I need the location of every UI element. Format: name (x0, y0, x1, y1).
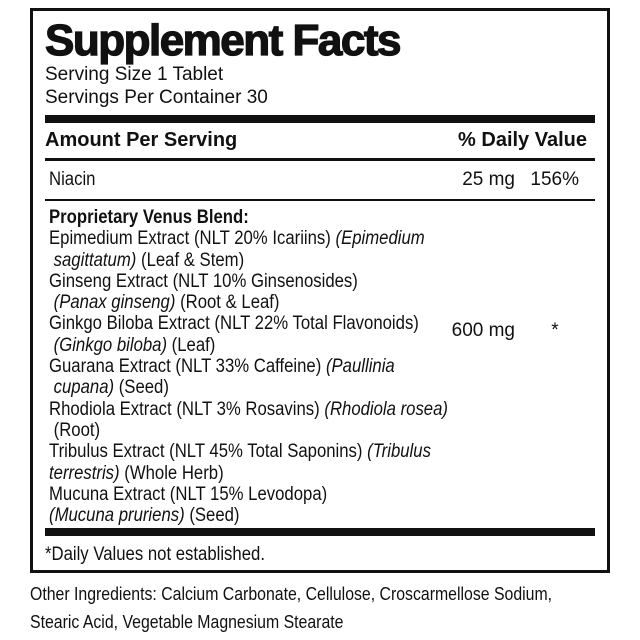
divider-thick-top (45, 115, 595, 123)
blend-ingredient-line: Ginkgo Biloba Extract (NLT 22% Total Fla… (49, 313, 419, 335)
serving-size-text: Serving Size 1 Tablet (45, 64, 224, 85)
blend-ingredient-line: Mucuna Extract (NLT 15% Levodopa) (49, 483, 328, 505)
blend-daily-value: * (551, 320, 559, 341)
blend-ingredient-line: Tribulus Extract (NLT 45% Total Saponins… (49, 441, 431, 463)
blend-text-block: Proprietary Venus Blend: Epimedium Extra… (49, 207, 529, 526)
blend-ingredient-line: (Mucuna pruriens) (Seed) (49, 505, 240, 527)
panel-title: Supplement Facts (44, 16, 402, 65)
divider-thick-bottom (45, 528, 595, 537)
nutrient-daily-value: 156% (530, 169, 579, 190)
blend-ingredient-line: Epimedium Extract (NLT 20% Icariins) (Ep… (49, 228, 425, 250)
blend-ingredient-line: (Panax ginseng) (Root & Leaf) (53, 292, 280, 314)
blend-ingredient-lines: Epimedium Extract (NLT 20% Icariins) (Ep… (49, 228, 529, 526)
blend-ingredient-line: terrestris) (Whole Herb) (49, 462, 224, 484)
daily-value-header: % Daily Value (458, 129, 587, 151)
daily-value-footnote: *Daily Values not established. (45, 544, 265, 566)
proprietary-blend-row: Proprietary Venus Blend: Epimedium Extra… (45, 201, 595, 528)
column-header-row: Amount Per Serving % Daily Value (45, 123, 595, 161)
blend-ingredient-line: sagittatum) (Leaf & Stem) (53, 249, 245, 271)
nutrient-amount: 25 mg (462, 169, 515, 190)
blend-ingredient-line: cupana) (Seed) (53, 377, 169, 399)
supplement-facts-panel: Supplement Facts Serving Size 1 Tablet S… (30, 8, 610, 573)
blend-ingredient-line: (Root) (49, 419, 101, 441)
blend-ingredient-line: Guarana Extract (NLT 33% Caffeine) (Paul… (49, 356, 395, 378)
other-ingredients-line: Other Ingredients: Calcium Carbonate, Ce… (30, 584, 553, 604)
blend-ingredient-line: Rhodiola Extract (NLT 3% Rosavins) (Rhod… (49, 398, 448, 420)
blend-ingredient-line: (Ginkgo biloba) (Leaf) (53, 334, 216, 356)
other-ingredients-text: Other Ingredients: Calcium Carbonate, Ce… (30, 580, 552, 636)
amount-per-serving-header: Amount Per Serving (45, 129, 238, 151)
servings-per-container-text: Servings Per Container 30 (45, 87, 268, 108)
blend-amount: 600 mg (451, 320, 515, 341)
nutrient-row-niacin: Niacin 25 mg 156% (45, 161, 595, 201)
other-ingredients-line: Stearic Acid, Vegetable Magnesium Steara… (30, 612, 344, 632)
nutrient-name: Niacin (49, 169, 96, 190)
blend-title: Proprietary Venus Blend: (49, 207, 249, 228)
blend-ingredient-line: Ginseng Extract (NLT 10% Ginsenosides) (49, 270, 358, 292)
